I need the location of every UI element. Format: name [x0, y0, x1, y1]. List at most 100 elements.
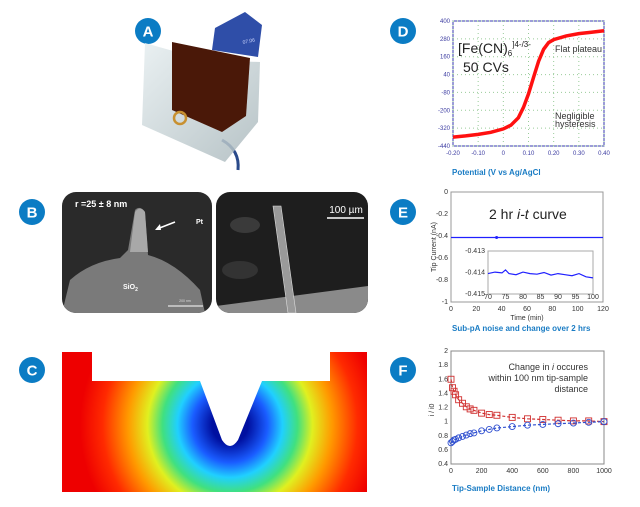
- circle-marker: [462, 431, 470, 439]
- y-tick-label: -0.8: [436, 277, 448, 284]
- x-tick-label: 400: [506, 468, 518, 475]
- scale-bar-label: 200 nm: [179, 299, 191, 303]
- electrolyte-body: [172, 42, 250, 132]
- x-tick-label: 0.40: [598, 151, 610, 157]
- square-marker: [459, 399, 466, 407]
- y-tick-label: 1.4: [438, 390, 448, 397]
- cell-photo: 07.06: [142, 12, 262, 171]
- x-tick-label: 800: [568, 468, 580, 475]
- square-marker: [485, 411, 493, 419]
- y-tick-label: -0.415: [465, 291, 485, 298]
- x-tick-label: 60: [523, 306, 531, 313]
- circle-marker: [455, 434, 463, 442]
- square-marker: [455, 396, 463, 404]
- plot-frame: [487, 250, 594, 295]
- blue-tab: [212, 12, 262, 57]
- y-axis-label: Tip Current (nA): [431, 222, 438, 272]
- simulation-map: [62, 352, 367, 492]
- sio2-label: SiO2: [123, 284, 138, 293]
- svg-text:F: F: [398, 363, 407, 380]
- x-tick-label: 600: [537, 468, 549, 475]
- data-point: [495, 236, 499, 240]
- chart-f-approach: 0 200 400 600 800 1000 2 1.8 1.6 1.4 1.2 1 0.8 0.6 0.4…: [429, 348, 612, 475]
- optical-image-probe: 100 µm: [216, 192, 368, 313]
- y-tick-label: 400: [440, 19, 451, 25]
- x-tick-label: 70: [484, 294, 492, 301]
- flat-plateau-note: Flat plateau: [555, 44, 602, 54]
- x-tick-label: -0.10: [471, 151, 485, 157]
- chart-d-cv: -0.20 -0.10 0 0.10 0.20 0.30 0.40 400 280 160 40 -8…: [438, 19, 611, 157]
- svg-text:B: B: [27, 205, 38, 222]
- square-marker: [449, 384, 456, 392]
- y-tick-label: 0.6: [438, 447, 448, 454]
- y-tick-label: -200: [438, 108, 451, 114]
- x-tick-label: 80: [548, 306, 556, 313]
- x-tick-label: 80: [519, 294, 527, 301]
- caption-f: Tip-Sample Distance (nm): [452, 484, 550, 493]
- y-tick-label: -1: [442, 299, 448, 306]
- y-tick-label: 0: [444, 189, 448, 196]
- gold-wire: [172, 110, 188, 126]
- x-tick-label: 40: [498, 306, 506, 313]
- svg-text:E: E: [398, 205, 408, 222]
- x-tick-label: 0: [449, 306, 453, 313]
- y-tick-label: -0.413: [465, 248, 485, 255]
- chart-e-it: 0 20 40 60 80 100 120 0 -0.2 -0.4 -0.6 -0.8 -1 Tip Cu…: [431, 189, 609, 322]
- y-tick-label: -0.2: [436, 211, 448, 218]
- circle-marker: [585, 418, 593, 426]
- y-tick-label: -440: [438, 144, 451, 150]
- panel-label-a: A: [135, 18, 161, 44]
- y-tick-label: 160: [440, 55, 451, 61]
- panel-label-c: C: [19, 357, 45, 383]
- square-marker: [569, 417, 577, 425]
- y-tick-label: -320: [438, 126, 451, 132]
- circle-marker: [459, 433, 466, 440]
- square-marker: [470, 406, 478, 414]
- y-tick-label: 280: [440, 37, 451, 43]
- fit-line-0: [450, 379, 605, 423]
- square-marker: [508, 413, 516, 421]
- y-tick-label: 0.8: [438, 433, 448, 440]
- caption-d: Potential (V vs Ag/AgCl: [452, 168, 541, 177]
- circle-marker: [600, 418, 608, 426]
- x-tick-label: -0.20: [446, 151, 460, 157]
- y-axis-label: i / i0: [429, 403, 436, 416]
- svg-text:D: D: [398, 24, 409, 41]
- sem-image-tip: r =25 ± 8 nm Pt SiO2 200 nm: [62, 192, 212, 313]
- x-tick-label: 20: [472, 306, 480, 313]
- circle-marker: [524, 421, 531, 429]
- x-tick-label: 95: [572, 294, 580, 301]
- scale-bar-label: 100 µm: [329, 205, 363, 216]
- x-tick-label: 0.20: [548, 151, 560, 157]
- x-tick-label: 85: [537, 294, 545, 301]
- circle-marker: [470, 429, 478, 437]
- square-marker: [447, 375, 455, 383]
- circle-marker: [478, 427, 486, 435]
- x-tick-label: 75: [502, 294, 510, 301]
- panel-label-b: B: [19, 199, 45, 225]
- y-tick-label: 1: [444, 419, 448, 426]
- cv-curve: [452, 28, 605, 139]
- square-marker: [493, 411, 501, 419]
- hysteresis-note-1: Negligible: [555, 111, 595, 121]
- svg-text:C: C: [27, 363, 38, 380]
- x-axis-label: Time (min): [510, 315, 543, 322]
- x-tick-label: 1000: [596, 468, 612, 475]
- panel-label-d: D: [390, 18, 416, 44]
- tab-label: 07.06: [242, 37, 256, 46]
- x-tick-label: 0.10: [523, 151, 535, 157]
- caption-e: Sub-pA noise and change over 2 hrs: [452, 324, 591, 333]
- x-tick-label: 120: [597, 306, 609, 313]
- hysteresis-note-2: hysteresis: [555, 119, 596, 129]
- y-tick-label: -80: [441, 90, 450, 96]
- f-note-3: distance: [554, 384, 588, 394]
- panel-label-e: E: [390, 199, 416, 225]
- panel-label-f: F: [390, 357, 416, 383]
- circle-marker: [569, 419, 577, 427]
- circle-marker: [485, 425, 493, 433]
- pt-label: Pt: [196, 219, 204, 226]
- species-label: [Fe(CN)6]4-/3-: [458, 40, 531, 58]
- y-tick-label: 2: [444, 348, 448, 355]
- y-tick-label: 0.4: [438, 461, 448, 468]
